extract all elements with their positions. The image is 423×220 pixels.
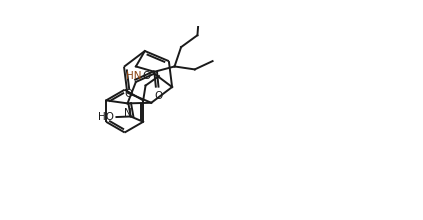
Text: HN: HN — [126, 71, 142, 81]
Text: O: O — [154, 91, 162, 101]
Text: O: O — [124, 89, 132, 99]
Text: O: O — [142, 71, 150, 81]
Text: N: N — [124, 108, 132, 118]
Text: HO: HO — [98, 112, 114, 122]
